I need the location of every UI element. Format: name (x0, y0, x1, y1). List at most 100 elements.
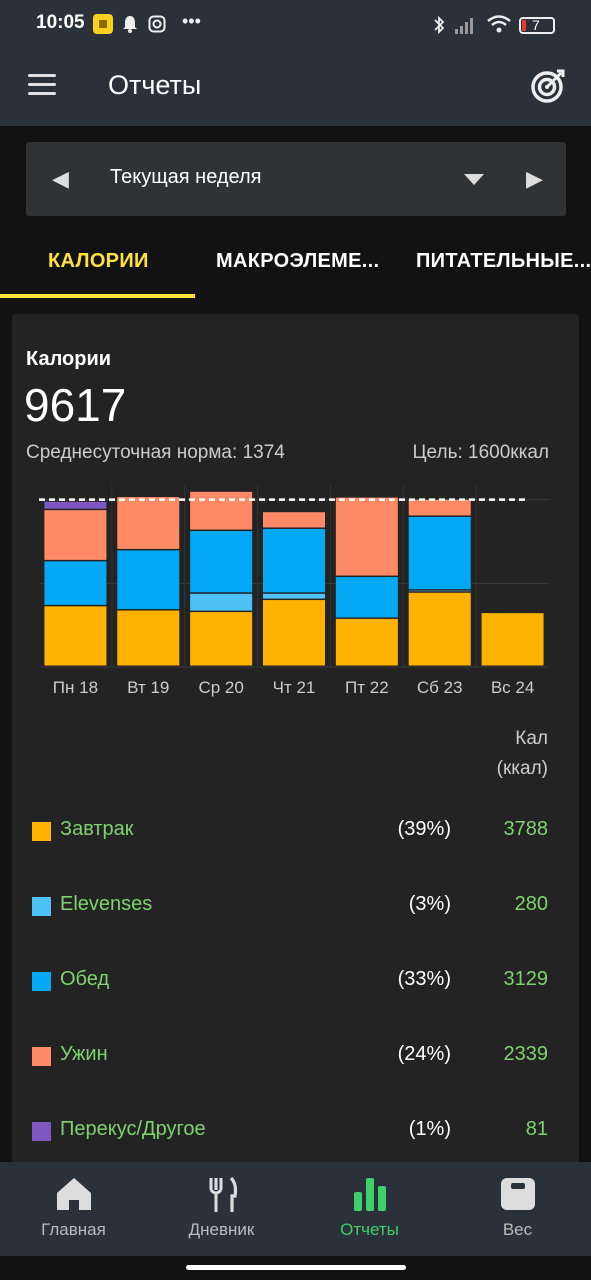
x-tick-label: Чт 21 (273, 678, 316, 697)
app-bar: Отчеты (0, 46, 591, 126)
nav-weight[interactable]: Вес (444, 1162, 591, 1256)
nav-diary-label: Дневник (188, 1220, 255, 1239)
calories-chart: Пн 18 Вт 19 Ср 20 Чт 21 Пт 22 Сб 23 Вс 24 (39, 484, 549, 697)
bar-segment (190, 491, 253, 530)
next-period-button[interactable]: ▶ (526, 166, 543, 191)
meal-row: Завтрак (39%) 3788 (12, 814, 579, 854)
notification-badge-icon (93, 14, 113, 34)
bar-segment (190, 593, 253, 611)
meal-row: Elevenses (3%) 280 (12, 889, 579, 929)
column-header-unit: (ккал) (496, 758, 548, 779)
tab-macronutrients[interactable]: МАКРОЭЛЕМЕ... (216, 250, 380, 272)
battery-level: 7 (532, 17, 540, 33)
bar-segment (263, 528, 325, 593)
target-goal-icon[interactable] (530, 68, 566, 104)
more-icon: ••• (182, 11, 201, 31)
signal-icon (455, 18, 473, 34)
bar-segment (335, 497, 398, 576)
meal-color-swatch (32, 1122, 51, 1141)
meal-percent: (3%) (408, 893, 451, 915)
x-tick-label: Вс 24 (491, 678, 534, 697)
bar-segment (117, 497, 180, 549)
fork-knife-icon (209, 1176, 238, 1212)
bar-segment (190, 612, 253, 666)
bar-segment (408, 592, 471, 666)
status-bar: 10:05 ••• 7 (0, 0, 591, 46)
nav-reports-label: Отчеты (340, 1220, 399, 1239)
instagram-icon (148, 15, 166, 33)
calories-card: Калории 9617 Среднесуточная норма: 1374 … (12, 314, 579, 1174)
active-tab-indicator (0, 294, 195, 298)
meal-calories: 280 (514, 893, 548, 915)
calorie-goal: Цель: 1600ккал (412, 442, 550, 463)
bar-segment (481, 613, 544, 666)
meal-color-swatch (32, 972, 51, 991)
card-title: Калории (26, 348, 112, 370)
bar-segment (117, 550, 180, 610)
page-title: Отчеты (108, 70, 202, 100)
bluetooth-icon (434, 15, 445, 35)
meal-name: Обед (60, 968, 110, 990)
nav-diary[interactable]: Дневник (148, 1162, 295, 1256)
x-tick-label: Вт 19 (127, 678, 169, 697)
bottom-navigation: Главная Дневник Отчеты Вес (0, 1162, 591, 1256)
x-tick-label: Пт 22 (345, 678, 389, 697)
bar-segment (263, 512, 325, 528)
period-dropdown[interactable]: Текущая неделя (110, 166, 262, 188)
meal-percent: (1%) (408, 1118, 451, 1140)
nav-home[interactable]: Главная (0, 1162, 147, 1256)
bar-segment (335, 618, 398, 666)
nav-home-label: Главная (41, 1220, 106, 1239)
tab-calories[interactable]: КАЛОРИИ (48, 250, 149, 272)
meal-calories: 3788 (503, 818, 549, 840)
bar-segment (408, 499, 471, 516)
bar-segment (190, 531, 253, 593)
bar-segment (408, 516, 471, 590)
status-time: 10:05 (36, 12, 85, 33)
meal-name: Elevenses (60, 893, 153, 915)
meal-row: Ужин (24%) 2339 (12, 1039, 579, 1079)
meal-color-swatch (32, 897, 51, 916)
bar-segment (44, 561, 107, 605)
bar-segment (263, 600, 325, 666)
meal-name: Ужин (60, 1043, 108, 1065)
x-tick-label: Пн 18 (53, 678, 98, 697)
bar-segment (117, 610, 180, 666)
x-tick-label: Сб 23 (417, 678, 463, 697)
wifi-icon (487, 15, 511, 33)
home-indicator (186, 1265, 406, 1270)
meal-calories: 3129 (503, 968, 549, 990)
x-tick-label: Ср 20 (198, 678, 243, 697)
menu-icon[interactable] (28, 74, 56, 96)
meal-name: Перекус/Другое (60, 1118, 206, 1140)
previous-period-button[interactable]: ◀ (52, 166, 69, 191)
column-header-calories: Кал (515, 728, 548, 749)
nav-reports[interactable]: Отчеты (296, 1162, 443, 1256)
report-tabs: КАЛОРИИ МАКРОЭЛЕМЕ... ПИТАТЕЛЬНЫЕ... (0, 226, 591, 298)
dropdown-arrow-icon[interactable] (464, 174, 484, 185)
meal-color-swatch (32, 822, 51, 841)
meal-calories: 81 (525, 1118, 548, 1140)
tab-nutrients[interactable]: ПИТАТЕЛЬНЫЕ... (416, 250, 591, 272)
scale-icon (501, 1178, 535, 1210)
meal-percent: (24%) (397, 1043, 451, 1065)
column-header: Кал (ккал) (497, 724, 548, 784)
bar-segment (408, 590, 471, 592)
meal-percent: (39%) (397, 818, 451, 840)
meal-row: Обед (33%) 3129 (12, 964, 579, 1004)
bar-segment (44, 606, 107, 666)
bar-segment (335, 577, 398, 618)
bell-icon (123, 16, 137, 33)
meal-calories: 2339 (503, 1043, 549, 1065)
period-selector: ◀ Текущая неделя ▶ (26, 142, 566, 216)
battery-icon: 7 (519, 17, 555, 34)
bar-segment (44, 501, 107, 509)
daily-average: Среднесуточная норма: 1374 (26, 442, 285, 463)
calories-total: 9617 (24, 379, 127, 431)
bar-segment (44, 510, 107, 560)
meal-percent: (33%) (397, 968, 451, 990)
meal-row: Перекус/Другое (1%) 81 (12, 1114, 579, 1154)
meal-color-swatch (32, 1047, 51, 1066)
nav-weight-label: Вес (502, 1220, 533, 1239)
home-icon (57, 1178, 91, 1210)
